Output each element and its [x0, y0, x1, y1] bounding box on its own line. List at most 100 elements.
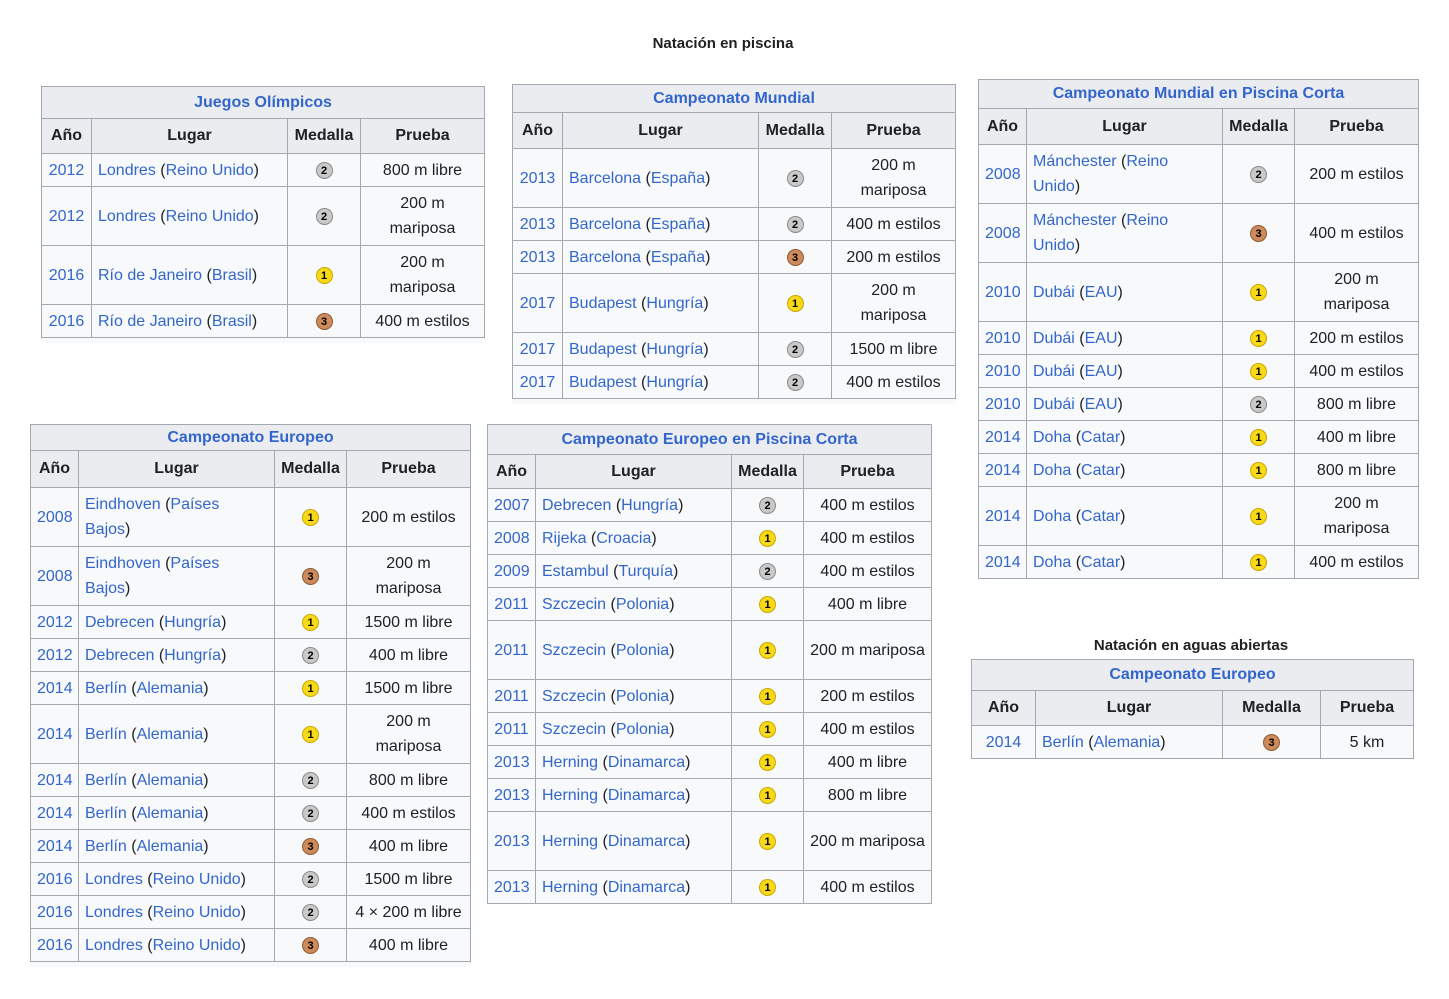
city-link[interactable]: Londres [85, 870, 143, 888]
country-link[interactable]: EAU [1084, 283, 1118, 301]
country-link[interactable]: Alemania [136, 771, 204, 789]
table-caption[interactable]: Campeonato Mundial en Piscina Corta [978, 79, 1419, 108]
year-link[interactable]: 2009 [494, 562, 530, 580]
city-link[interactable]: Szczecin [542, 720, 607, 738]
city-link[interactable]: Berlín [1042, 733, 1084, 751]
city-link[interactable]: Rijeka [542, 529, 587, 547]
country-link[interactable]: Brasil [211, 266, 252, 284]
year-link[interactable]: 2011 [494, 720, 529, 738]
city-link[interactable]: Doha [1033, 461, 1072, 479]
country-link[interactable]: Reino Unido [152, 936, 241, 954]
city-link[interactable]: Londres [98, 207, 156, 225]
year-link[interactable]: 2010 [985, 283, 1021, 301]
country-link[interactable]: España [650, 169, 706, 187]
country-link[interactable]: Croacia [596, 529, 652, 547]
year-link[interactable]: 2017 [519, 294, 556, 312]
city-link[interactable]: Dubái [1033, 395, 1075, 413]
table-caption[interactable]: Juegos Olímpicos [41, 86, 485, 118]
country-link[interactable]: Hungría [164, 613, 222, 631]
city-link[interactable]: Herning [542, 753, 599, 771]
city-link[interactable]: Barcelona [569, 215, 642, 233]
city-link[interactable]: Barcelona [569, 248, 642, 266]
country-link[interactable]: Reino Unido [165, 207, 254, 225]
city-link[interactable]: Berlín [85, 837, 127, 855]
city-link[interactable]: Berlín [85, 679, 127, 697]
year-link[interactable]: 2016 [37, 936, 73, 954]
country-link[interactable]: Alemania [136, 837, 204, 855]
year-link[interactable]: 2010 [985, 395, 1021, 413]
country-link[interactable]: Dinamarca [607, 753, 686, 771]
country-link[interactable]: EAU [1084, 329, 1118, 347]
year-link[interactable]: 2016 [48, 312, 85, 330]
year-link[interactable]: 2017 [519, 340, 556, 358]
country-link[interactable]: Catar [1081, 428, 1121, 446]
year-link[interactable]: 2012 [48, 161, 85, 179]
country-link[interactable]: Dinamarca [607, 878, 686, 896]
country-link[interactable]: EAU [1084, 362, 1118, 380]
country-link[interactable]: Dinamarca [607, 832, 686, 850]
city-link[interactable]: Szczecin [542, 595, 607, 613]
year-link[interactable]: 2016 [48, 266, 85, 284]
country-link[interactable]: Reino Unido [152, 903, 241, 921]
country-link[interactable]: Catar [1081, 553, 1121, 571]
city-link[interactable]: Barcelona [569, 169, 642, 187]
year-link[interactable]: 2017 [519, 373, 556, 391]
city-link[interactable]: Doha [1033, 428, 1072, 446]
country-link[interactable]: Reino Unido [1033, 212, 1169, 254]
country-link[interactable]: España [650, 248, 706, 266]
city-link[interactable]: Budapest [569, 340, 637, 358]
city-link[interactable]: Dubái [1033, 283, 1075, 301]
city-link[interactable]: Berlín [85, 725, 127, 743]
table-caption[interactable]: Campeonato Europeo [971, 659, 1414, 690]
year-link[interactable]: 2010 [985, 329, 1021, 347]
country-link[interactable]: Polonia [615, 687, 670, 705]
year-link[interactable]: 2013 [519, 215, 556, 233]
year-link[interactable]: 2012 [48, 207, 85, 225]
year-link[interactable]: 2014 [985, 461, 1021, 479]
table-caption[interactable]: Campeonato Europeo [30, 424, 471, 450]
country-link[interactable]: Polonia [615, 641, 670, 659]
country-link[interactable]: Reino Unido [165, 161, 254, 179]
year-link[interactable]: 2016 [37, 903, 73, 921]
city-link[interactable]: Londres [85, 903, 143, 921]
year-link[interactable]: 2013 [494, 786, 530, 804]
city-link[interactable]: Londres [98, 161, 156, 179]
city-link[interactable]: Mánchester [1033, 212, 1117, 229]
year-link[interactable]: 2010 [985, 362, 1021, 380]
country-link[interactable]: Países Bajos [85, 555, 220, 597]
country-link[interactable]: Brasil [211, 312, 252, 330]
city-link[interactable]: Budapest [569, 373, 637, 391]
city-link[interactable]: Szczecin [542, 641, 607, 659]
city-link[interactable]: Szczecin [542, 687, 607, 705]
country-link[interactable]: Hungría [621, 496, 679, 514]
city-link[interactable]: Debrecen [85, 646, 155, 664]
year-link[interactable]: 2011 [494, 595, 529, 613]
city-link[interactable]: Eindhoven [85, 496, 161, 513]
year-link[interactable]: 2012 [37, 613, 73, 631]
city-link[interactable]: Río de Janeiro [98, 312, 203, 330]
year-link[interactable]: 2013 [519, 248, 556, 266]
city-link[interactable]: Doha [1033, 507, 1072, 525]
year-link[interactable]: 2011 [494, 641, 529, 659]
city-link[interactable]: Herning [542, 878, 599, 896]
year-link[interactable]: 2008 [37, 567, 73, 585]
country-link[interactable]: Dinamarca [607, 786, 686, 804]
year-link[interactable]: 2014 [37, 679, 73, 697]
city-link[interactable]: Debrecen [542, 496, 612, 514]
country-link[interactable]: Polonia [615, 595, 670, 613]
country-link[interactable]: Reino Unido [152, 870, 241, 888]
year-link[interactable]: 2013 [519, 169, 556, 187]
city-link[interactable]: Doha [1033, 553, 1072, 571]
table-caption[interactable]: Campeonato Europeo en Piscina Corta [487, 424, 932, 454]
city-link[interactable]: Debrecen [85, 613, 155, 631]
table-caption[interactable]: Campeonato Mundial [512, 84, 956, 112]
city-link[interactable]: Londres [85, 936, 143, 954]
year-link[interactable]: 2014 [37, 771, 73, 789]
year-link[interactable]: 2013 [494, 832, 530, 850]
year-link[interactable]: 2014 [37, 725, 73, 743]
city-link[interactable]: Herning [542, 786, 599, 804]
country-link[interactable]: EAU [1084, 395, 1118, 413]
year-link[interactable]: 2014 [985, 507, 1021, 525]
city-link[interactable]: Estambul [542, 562, 609, 580]
country-link[interactable]: Polonia [615, 720, 670, 738]
